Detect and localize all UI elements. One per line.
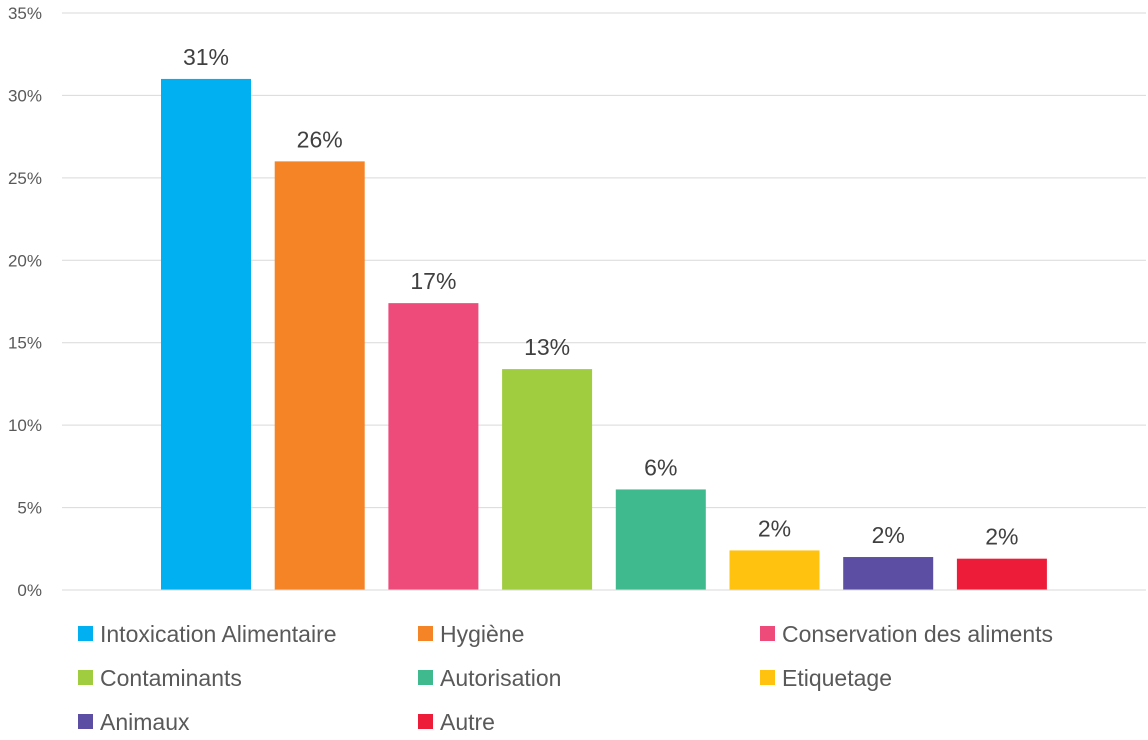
y-tick-label: 5% — [17, 499, 42, 518]
y-axis-ticks: 0% 5% 10% 15% 20% 25% 30% 35% — [8, 4, 42, 600]
legend-label: Autorisation — [440, 665, 561, 691]
legend-label: Hygiène — [440, 621, 524, 647]
y-tick-label: 20% — [8, 251, 42, 270]
y-tick-label: 15% — [8, 334, 42, 353]
legend-label: Animaux — [100, 709, 190, 735]
legend-swatch — [418, 670, 433, 685]
data-label: 13% — [524, 334, 570, 360]
legend-item: Contaminants — [78, 665, 242, 691]
legend-label: Conservation des aliments — [782, 621, 1053, 647]
legend-swatch — [760, 670, 775, 685]
legend-swatch — [418, 714, 433, 729]
data-label: 6% — [644, 454, 677, 480]
legend-label: Intoxication Alimentaire — [100, 621, 337, 647]
data-label: 2% — [758, 515, 791, 541]
bar-2 — [388, 303, 479, 590]
y-tick-label: 0% — [17, 581, 42, 600]
legend-item: Animaux — [78, 709, 190, 735]
legend-item: Autorisation — [418, 665, 561, 691]
legend-item: Conservation des aliments — [760, 621, 1053, 647]
legend-swatch — [78, 670, 93, 685]
bar-4 — [615, 489, 706, 590]
y-tick-label: 25% — [8, 169, 42, 188]
legend-swatch — [418, 626, 433, 641]
data-label: 26% — [297, 126, 343, 152]
legend-label: Contaminants — [100, 665, 242, 691]
y-tick-label: 10% — [8, 416, 42, 435]
y-tick-label: 35% — [8, 4, 42, 23]
bar-1 — [274, 161, 365, 590]
data-labels: 31% 26% 17% 13% 6% 2% 2% 2% — [183, 44, 1019, 550]
legend-item: Hygiène — [418, 621, 524, 647]
legend-swatch — [760, 626, 775, 641]
legend-item: Autre — [418, 709, 495, 735]
legend-label: Autre — [440, 709, 495, 735]
data-label: 2% — [872, 522, 905, 548]
data-label: 17% — [410, 268, 456, 294]
bars — [161, 78, 1047, 590]
bar-0 — [161, 78, 251, 590]
data-label: 2% — [985, 524, 1018, 550]
legend-swatch — [78, 714, 93, 729]
data-label: 31% — [183, 44, 229, 70]
legend-label: Etiquetage — [782, 665, 892, 691]
bar-5 — [729, 550, 820, 590]
legend: Intoxication Alimentaire Hygiène Conservat… — [78, 621, 1053, 735]
bar-6 — [843, 557, 934, 590]
legend-swatch — [78, 626, 93, 641]
legend-item: Etiquetage — [760, 665, 892, 691]
bar-7 — [956, 558, 1047, 590]
bar-3 — [502, 369, 593, 590]
y-tick-label: 30% — [8, 86, 42, 105]
legend-item: Intoxication Alimentaire — [78, 621, 337, 647]
